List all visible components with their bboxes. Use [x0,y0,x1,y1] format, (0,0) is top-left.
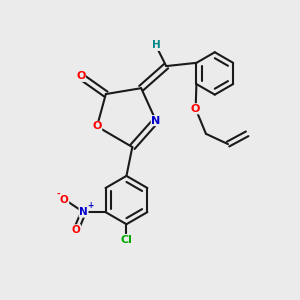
Text: Cl: Cl [121,235,132,244]
Text: O: O [76,71,86,81]
Text: +: + [87,201,93,210]
Text: N: N [151,116,160,126]
Text: O: O [60,195,69,205]
Text: N: N [79,207,88,217]
Text: O: O [72,225,80,235]
Text: H: H [152,40,160,50]
Text: O: O [191,104,200,114]
Text: O: O [92,122,102,131]
Text: -: - [56,190,60,199]
